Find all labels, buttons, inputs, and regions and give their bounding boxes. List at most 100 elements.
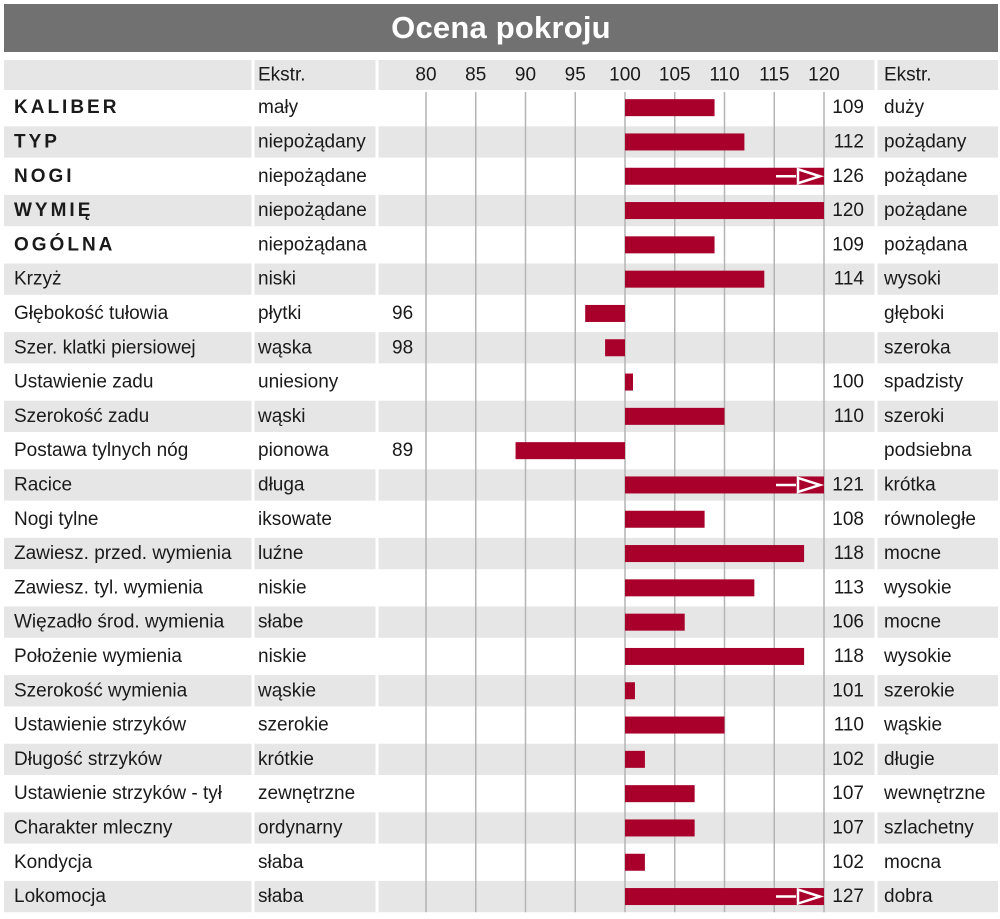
- overflow-arrow-head: [796, 476, 825, 494]
- bar: [625, 613, 685, 631]
- trait-label: Racice: [14, 474, 72, 495]
- low-extreme-label: słaba: [258, 886, 304, 907]
- bar: [625, 407, 725, 425]
- trait-label: Ustawienie strzyków - tył: [14, 783, 223, 804]
- low-extreme-label: krótkie: [258, 749, 314, 770]
- value-label: 110: [834, 406, 864, 427]
- bar: [625, 270, 765, 288]
- value-label: 107: [832, 783, 864, 804]
- x-tick-label: 100: [609, 65, 641, 86]
- value-label: 120: [832, 200, 864, 221]
- bar: [625, 133, 745, 151]
- table-row: [4, 778, 998, 810]
- value-label: 108: [832, 509, 864, 530]
- table-row: [4, 435, 998, 467]
- bar: [625, 476, 824, 494]
- low-extreme-label: ordynarny: [258, 817, 343, 838]
- bar: [625, 853, 645, 871]
- high-extreme-label: wewnętrzne: [883, 783, 985, 804]
- trait-label: Zawiesz. przed. wymienia: [14, 543, 232, 564]
- trait-label: Ustawienie zadu: [14, 372, 153, 393]
- table-row: [4, 640, 998, 673]
- low-extreme-label: słaba: [258, 852, 304, 873]
- high-extreme-label: pożądana: [884, 234, 968, 255]
- x-tick-label: 80: [415, 65, 436, 86]
- table-row: [4, 366, 998, 398]
- column-divider: [251, 60, 255, 913]
- high-extreme-label: długie: [884, 749, 935, 770]
- bar: [605, 339, 625, 357]
- value-label: 114: [834, 269, 865, 290]
- trait-label: Więzadło środ. wymienia: [14, 612, 225, 633]
- value-label: 110: [834, 715, 864, 736]
- bar: [625, 510, 705, 528]
- table-row: [4, 297, 998, 330]
- table-row: [4, 160, 998, 192]
- table-row: [4, 469, 998, 501]
- trait-label: Nogi tylne: [14, 509, 99, 530]
- value-label: 109: [832, 97, 864, 118]
- header-left-extreme: Ekstr.: [258, 65, 306, 86]
- value-label: 113: [834, 577, 864, 598]
- trait-label: Krzyż: [14, 269, 62, 290]
- bar: [625, 682, 635, 700]
- high-extreme-label: mocne: [884, 612, 941, 633]
- high-extreme-label: pożądane: [884, 200, 967, 221]
- trait-label: Szerokość wymienia: [14, 680, 188, 701]
- table-row: [4, 400, 998, 432]
- trait-label: Długość strzyków: [14, 749, 162, 770]
- value-label: 118: [834, 543, 864, 564]
- value-label: 101: [832, 680, 864, 701]
- low-extreme-label: pionowa: [258, 440, 329, 461]
- low-extreme-label: iksowate: [258, 509, 332, 530]
- bar: [625, 888, 824, 906]
- high-extreme-label: równoległe: [884, 509, 976, 530]
- value-label: 98: [392, 337, 413, 358]
- trait-label: Położenie wymienia: [14, 646, 182, 667]
- low-extreme-label: uniesiony: [258, 372, 339, 393]
- low-extreme-label: płytki: [258, 303, 301, 324]
- bar: [625, 579, 755, 597]
- table-row: [4, 503, 998, 535]
- table-row: [4, 537, 998, 570]
- high-extreme-label: szeroka: [884, 337, 951, 358]
- x-tick-label: 105: [659, 65, 691, 86]
- bar: [625, 167, 824, 185]
- high-extreme-label: dobra: [884, 886, 933, 907]
- low-extreme-label: wąski: [257, 406, 306, 427]
- bar: [625, 236, 715, 254]
- trait-label: Kondycja: [14, 852, 93, 873]
- high-extreme-label: wysokie: [883, 646, 952, 667]
- overflow-arrow-head: [796, 167, 825, 185]
- trait-label: Postawa tylnych nóg: [14, 440, 188, 461]
- table-row: [4, 332, 998, 364]
- header-right-extreme: Ekstr.: [884, 65, 932, 86]
- low-extreme-label: wąska: [257, 337, 312, 358]
- column-divider: [874, 60, 878, 913]
- trait-label: KALIBER: [14, 97, 119, 118]
- value-label: 126: [832, 166, 864, 187]
- value-label: 102: [832, 852, 864, 873]
- header-row: [4, 60, 998, 90]
- high-extreme-label: podsiebna: [884, 440, 972, 461]
- table-row: [4, 572, 998, 604]
- table-row: [4, 675, 998, 707]
- table-row: [4, 743, 998, 775]
- x-tick-label: 115: [759, 65, 789, 86]
- high-extreme-label: pożądany: [884, 131, 967, 152]
- trait-label: Lokomocja: [14, 886, 106, 907]
- table-row: [4, 709, 998, 741]
- trait-label: WYMIĘ: [14, 200, 93, 221]
- table-row: [4, 606, 998, 638]
- high-extreme-label: szlachetny: [884, 817, 974, 838]
- trait-label: Zawiesz. tyl. wymienia: [14, 577, 203, 598]
- bar: [625, 785, 695, 803]
- x-tick-label: 95: [565, 65, 586, 86]
- low-extreme-label: niepożądany: [258, 131, 366, 152]
- table-row: [4, 812, 998, 844]
- low-extreme-label: długa: [258, 474, 305, 495]
- value-label: 109: [832, 234, 864, 255]
- trait-label: Szerokość zadu: [14, 406, 149, 427]
- high-extreme-label: wysokie: [883, 577, 952, 598]
